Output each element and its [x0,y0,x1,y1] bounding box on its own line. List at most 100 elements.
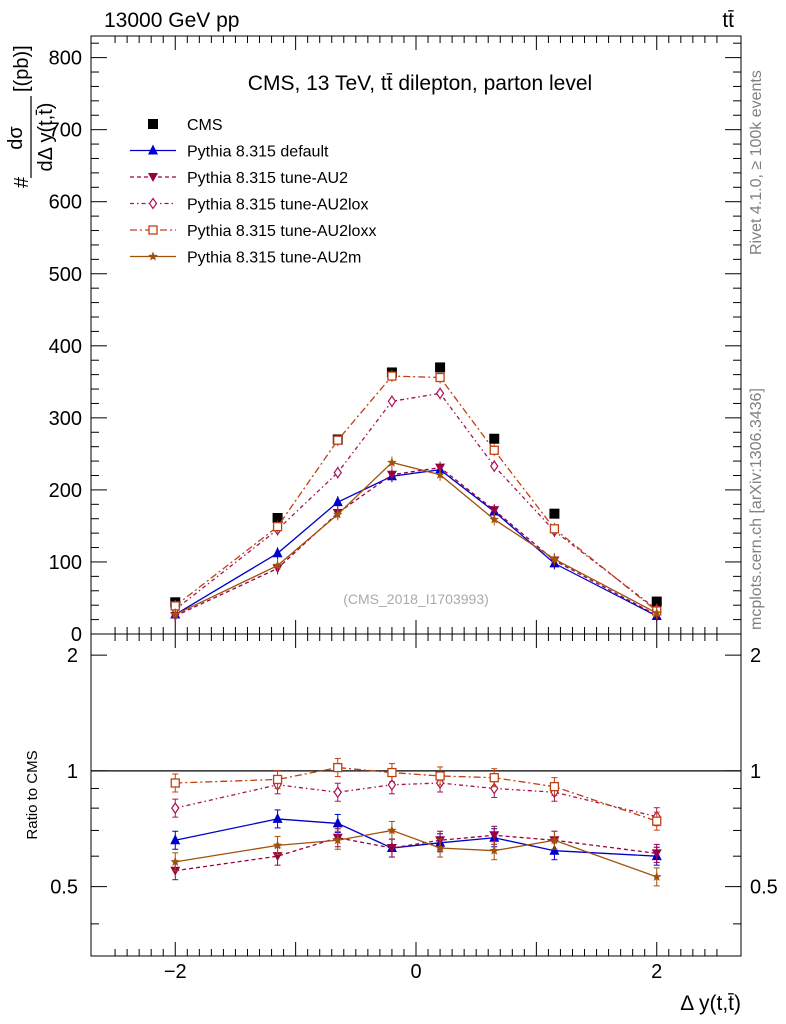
legend-marker [148,225,158,235]
ratio-point [652,871,662,881]
y-axis-label-top: # dσ dΔ y(t,t̄) [(pb)] [5,45,57,188]
legend-marker [148,119,158,129]
data-point [549,554,560,564]
data-point [549,524,560,534]
legend-marker [148,173,158,182]
ratio-point [272,840,283,850]
legend-label: Pythia 8.315 default [187,144,329,161]
data-point [332,496,343,507]
energy-label: 13000 GeV pp [104,9,239,32]
ratio-series-pythia-8-315-tune-au2m [170,820,662,887]
data-point [489,506,500,516]
analysis-watermark: (CMS_2018_I1703993) [343,591,489,607]
ratio-point [435,771,445,781]
y-tick-label-top: 200 [49,480,82,502]
y-tick-label-top: 0 [71,624,82,646]
data-point [272,547,283,558]
ratio-point [489,831,500,841]
y-axis-label-ratio: Ratio to CMS [24,750,41,839]
legend-entry: Pythia 8.315 tune-AU2 [130,170,348,187]
ratio-point [170,834,181,845]
x-tick-label: −2 [164,961,187,983]
ratio-y-tick-label-left: 2 [67,645,78,667]
rivet-label: Rivet 4.1.0, ≥ 100k events [748,70,765,255]
legend-entry: Pythia 8.315 default [130,144,329,161]
y-tick-label-top: 700 [49,120,82,142]
series-line [174,461,658,616]
ratio-y-tick-label-right: 0.5 [750,877,778,899]
ratio-line [175,829,657,878]
data-point [435,362,446,373]
ratio-y-tick-label-right: 1 [750,761,761,783]
ratio-point [272,774,283,785]
ratio-point [651,849,662,859]
series-cms [170,362,662,608]
data-point [387,395,397,408]
ratio-line [175,818,657,857]
legend-entry: Pythia 8.315 tune-AU2lox [130,197,368,214]
ratio-line [175,834,657,872]
legend-entry: Pythia 8.315 tune-AU2m [130,250,361,267]
data-point [490,460,499,473]
ratio-series-pythia-8-315-tune-au2loxx [170,758,662,831]
legend-label: Pythia 8.315 tune-AU2lox [187,197,368,214]
data-point [333,509,343,519]
y-label-denominator: dΔ y(t,t̄) [35,103,57,172]
data-point [489,514,499,524]
series-line [174,469,658,617]
data-point [435,387,445,400]
legend-label: Pythia 8.315 tune-AU2 [187,170,348,187]
series-line [174,375,658,612]
y-label-unit: [(pb)] [11,45,33,92]
data-point [272,521,283,532]
x-axis-label: Δ y(t,t̄) [680,992,741,1015]
x-tick-label: 0 [410,961,421,983]
ratio-y-tick-label-left: 0.5 [50,877,78,899]
legend-marker [148,197,158,210]
ratio-y-tick-label-right: 2 [750,645,761,667]
ratio-panel-series [170,758,662,887]
ratio-panel-frame [90,633,742,957]
ratio-point [652,816,662,826]
legend-label: Pythia 8.315 tune-AU2m [187,250,361,267]
ratio-point [489,773,499,783]
data-point [435,463,446,473]
y-tick-label-top: 300 [49,408,82,430]
y-tick-label-top: 100 [49,552,82,574]
ratio-series-pythia-8-315-tune-au2lox [171,773,661,827]
legend-entry: CMS [148,117,223,134]
legend-marker [148,144,158,155]
ratio-point [549,781,560,792]
chart-title: CMS, 13 TeV, tt̄ dilepton, parton level [248,72,592,95]
data-point [549,508,560,519]
y-tick-label-top: 800 [49,48,82,70]
data-point [651,596,662,607]
ratio-point [333,762,343,773]
y-tick-label-top: 500 [49,264,82,286]
x-tick-label: 2 [651,961,662,983]
legend-marker [148,251,158,261]
legend-entry: Pythia 8.315 tune-AU2loxx [130,223,376,240]
ratio-point [272,812,283,823]
data-point [435,469,445,479]
ratio-line [175,766,657,822]
series-pythia-8-315-tune-au2m [170,456,662,621]
y-label-numerator: dσ [5,126,27,150]
ratio-point [549,835,560,845]
y-label-prefix: # [11,176,33,188]
data-point [272,513,283,524]
legend-label: Pythia 8.315 tune-AU2loxx [187,223,376,240]
data-point [435,372,445,383]
ratio-point [387,778,397,791]
ratio-point [333,786,342,799]
y-tick-label-top: 400 [49,336,82,358]
data-point [386,470,397,480]
ratio-y-tick-label-left: 1 [67,761,78,783]
legend: CMS Pythia 8.315 default Pythia 8.315 tune… [130,117,376,267]
ratio-point [170,856,180,866]
ratio-point [489,845,499,855]
data-point [333,435,343,445]
ratio-point [171,802,180,815]
ratio-point [387,767,397,778]
